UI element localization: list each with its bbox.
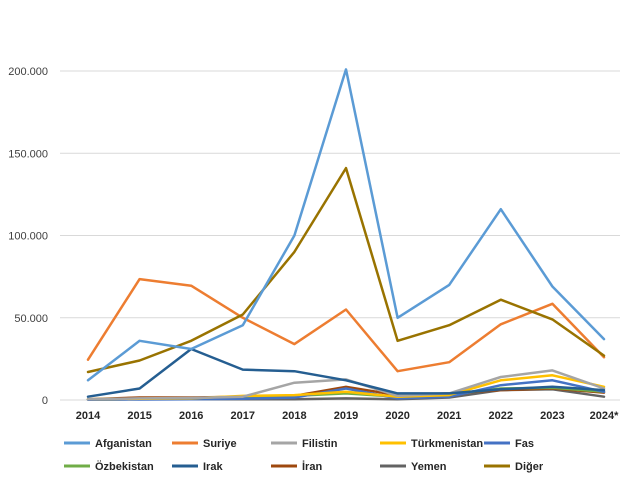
x-tick-label: 2023 (540, 410, 564, 422)
legend-label: Yemen (411, 461, 447, 473)
x-tick-label: 2024* (590, 410, 619, 422)
x-tick-label: 2016 (179, 410, 203, 422)
series-line-filistin (86, 369, 606, 401)
y-tick-label: 150.000 (8, 148, 48, 160)
x-tick-label: 2022 (489, 410, 513, 422)
series-line-diğer (86, 166, 606, 374)
series-line-irak (86, 347, 606, 398)
x-tick-label: 2014 (76, 410, 101, 422)
series-line-afganistan (86, 68, 606, 382)
x-tick-label: 2021 (437, 410, 461, 422)
y-tick-label: 200.000 (8, 66, 48, 78)
x-tick-label: 2017 (231, 410, 255, 422)
x-tick-label: 2020 (385, 410, 409, 422)
x-tick-label: 2018 (282, 410, 306, 422)
y-tick-label: 100.000 (8, 231, 48, 243)
x-tick-label: 2015 (127, 410, 151, 422)
legend-label: Suriye (203, 438, 237, 450)
legend-label: Filistin (302, 438, 338, 450)
legend-label: İran (302, 460, 322, 473)
legend-label: Diğer (515, 461, 544, 473)
y-tick-label: 0 (42, 395, 48, 407)
legend-label: Fas (515, 438, 534, 450)
x-tick-label: 2019 (334, 410, 358, 422)
y-tick-label: 50.000 (14, 313, 48, 325)
legend-label: Irak (203, 461, 223, 473)
legend-label: Türkmenistan (411, 438, 483, 450)
series-line-suriye (86, 277, 606, 373)
legend-label: Özbekistan (95, 460, 154, 473)
legend-label: Afganistan (95, 438, 152, 450)
